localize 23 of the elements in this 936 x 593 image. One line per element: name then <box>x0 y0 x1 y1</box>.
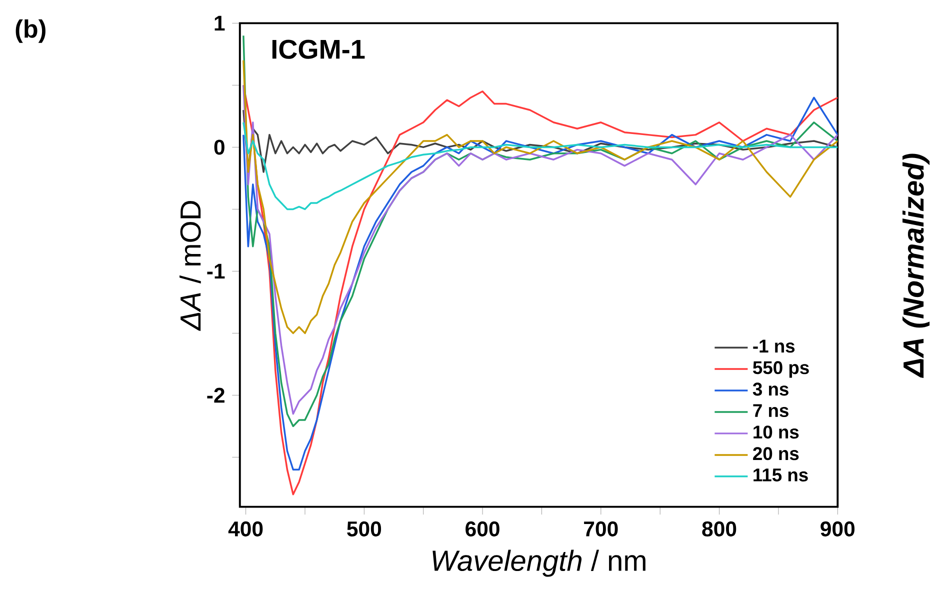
legend-label: 10 ns <box>754 426 799 439</box>
x-tick-label: 800 <box>702 521 736 537</box>
y-tick-label: 1 <box>214 16 225 31</box>
legend-label: 7 ns <box>753 404 788 418</box>
legend-label: 550 ps <box>753 361 809 378</box>
x-tick-label: 600 <box>466 521 500 537</box>
legend-label: 20 ns <box>753 447 799 460</box>
legend-label: -1 ns <box>753 340 795 353</box>
legend-label: 3 ns <box>752 382 788 396</box>
line-series <box>242 109 838 173</box>
legend-label: 115 ns <box>754 468 808 482</box>
y-axis-title: ΔA / mOD <box>180 201 201 331</box>
x-tick-label: 500 <box>347 521 382 537</box>
y2-axis-title: ΔA (Normalized) <box>902 154 930 378</box>
text: (b) <box>16 19 46 43</box>
y-tick-label: 0 <box>214 140 224 155</box>
y-tick-label: -1 <box>207 264 225 279</box>
x-tick-label: 900 <box>820 521 854 537</box>
x-tick-label: 700 <box>584 521 618 537</box>
x-tick-label: 400 <box>228 521 263 537</box>
y-tick-label: -2 <box>207 388 224 403</box>
annotation: ICGM-1 <box>272 40 365 59</box>
x-axis-title: Wavelength / nm <box>432 550 646 577</box>
